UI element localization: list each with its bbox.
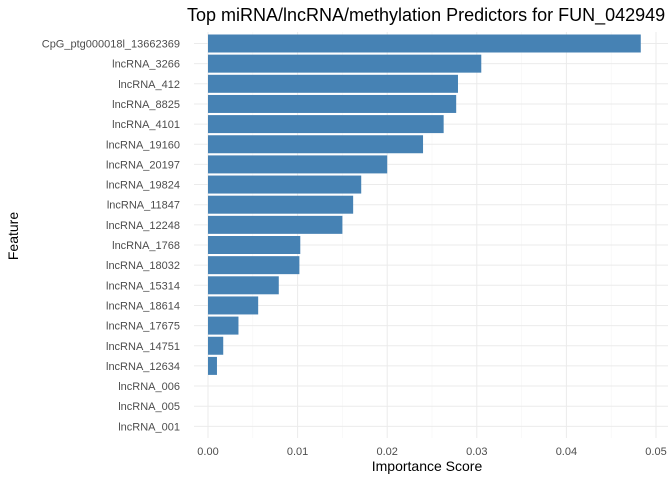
bar <box>208 195 354 214</box>
y-tick-label: lncRNA_412 <box>118 79 180 91</box>
x-tick-label: 0.03 <box>466 446 487 458</box>
y-tick-label: lncRNA_20197 <box>106 159 180 171</box>
bar <box>208 276 279 295</box>
y-tick-label: lncRNA_006 <box>118 381 180 393</box>
x-tick-label: 0.02 <box>376 446 397 458</box>
bar <box>208 115 444 134</box>
y-tick-label: lncRNA_001 <box>118 421 180 433</box>
bar <box>208 155 388 174</box>
x-tick-label: 0.04 <box>556 446 577 458</box>
y-tick-label: lncRNA_19824 <box>106 180 180 192</box>
y-tick-label: lncRNA_17675 <box>106 321 180 333</box>
y-tick-label: lncRNA_18614 <box>106 300 180 312</box>
bar <box>208 54 482 73</box>
bar <box>208 256 300 275</box>
y-tick-label: lncRNA_005 <box>118 401 180 413</box>
bar <box>208 356 217 375</box>
y-tick-label: lncRNA_12248 <box>106 220 180 232</box>
y-tick-label: lncRNA_15314 <box>106 280 180 292</box>
bar <box>208 296 259 315</box>
x-tick-label: 0.05 <box>645 446 666 458</box>
bar <box>208 94 457 113</box>
grid <box>194 32 668 438</box>
chart-title: Top miRNA/lncRNA/methylation Predictors … <box>187 5 665 26</box>
y-tick-label: lncRNA_11847 <box>107 200 180 212</box>
y-tick-labels: CpG_ptg000018l_13662369 lncRNA_3266 lncRNA… <box>42 39 180 434</box>
y-tick-label: lncRNA_3266 <box>112 59 180 71</box>
y-tick-label: lncRNA_8825 <box>112 99 180 111</box>
bar <box>208 236 301 254</box>
y-tick-label: lncRNA_1768 <box>112 240 180 252</box>
bar <box>208 135 424 154</box>
bar <box>208 336 224 355</box>
y-tick-label: lncRNA_12634 <box>106 361 180 373</box>
bar <box>208 175 362 194</box>
y-tick-label: lncRNA_18032 <box>106 260 180 272</box>
x-axis-title: Importance Score <box>372 458 483 474</box>
bar <box>208 215 343 234</box>
bars <box>208 34 641 375</box>
bar <box>208 74 458 93</box>
y-tick-label: CpG_ptg000018l_13662369 <box>42 39 180 51</box>
y-axis-title: Feature <box>5 212 21 260</box>
x-tick-labels: 0.00 0.01 0.02 0.03 0.04 0.05 <box>197 446 666 458</box>
x-tick-label: 0.01 <box>287 446 308 458</box>
y-tick-label: lncRNA_4101 <box>112 119 180 131</box>
bar <box>208 34 641 53</box>
x-tick-label: 0.00 <box>197 446 218 458</box>
y-tick-label: lncRNA_14751 <box>106 341 180 353</box>
bar <box>208 316 239 335</box>
y-tick-label: lncRNA_19160 <box>106 139 180 151</box>
